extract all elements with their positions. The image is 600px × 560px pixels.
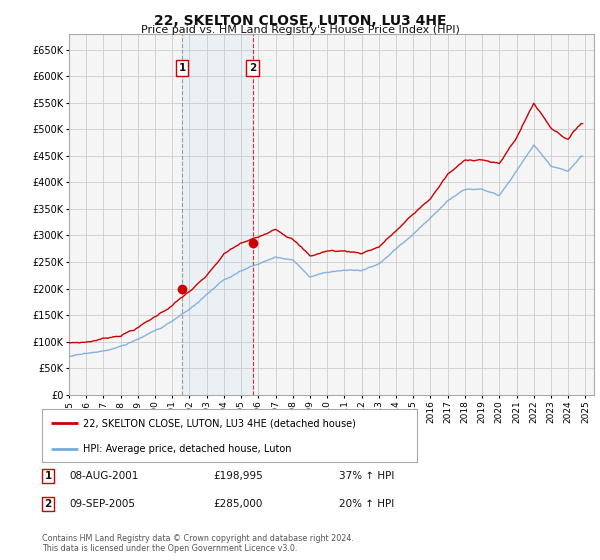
Text: 2: 2 — [249, 63, 256, 73]
Text: 37% ↑ HPI: 37% ↑ HPI — [339, 471, 394, 481]
Bar — [182, 34, 253, 395]
Text: 2: 2 — [44, 499, 52, 509]
Text: £198,995: £198,995 — [213, 471, 263, 481]
Text: 22, SKELTON CLOSE, LUTON, LU3 4HE: 22, SKELTON CLOSE, LUTON, LU3 4HE — [154, 14, 446, 28]
Text: HPI: Average price, detached house, Luton: HPI: Average price, detached house, Luto… — [83, 444, 292, 454]
Text: 22, SKELTON CLOSE, LUTON, LU3 4HE (detached house): 22, SKELTON CLOSE, LUTON, LU3 4HE (detac… — [83, 418, 356, 428]
Text: 20% ↑ HPI: 20% ↑ HPI — [339, 499, 394, 509]
Text: Price paid vs. HM Land Registry's House Price Index (HPI): Price paid vs. HM Land Registry's House … — [140, 25, 460, 35]
Text: £285,000: £285,000 — [213, 499, 262, 509]
Text: 1: 1 — [44, 471, 52, 481]
Text: Contains HM Land Registry data © Crown copyright and database right 2024.
This d: Contains HM Land Registry data © Crown c… — [42, 534, 354, 553]
Text: 08-AUG-2001: 08-AUG-2001 — [69, 471, 139, 481]
Text: 09-SEP-2005: 09-SEP-2005 — [69, 499, 135, 509]
Text: 1: 1 — [179, 63, 186, 73]
